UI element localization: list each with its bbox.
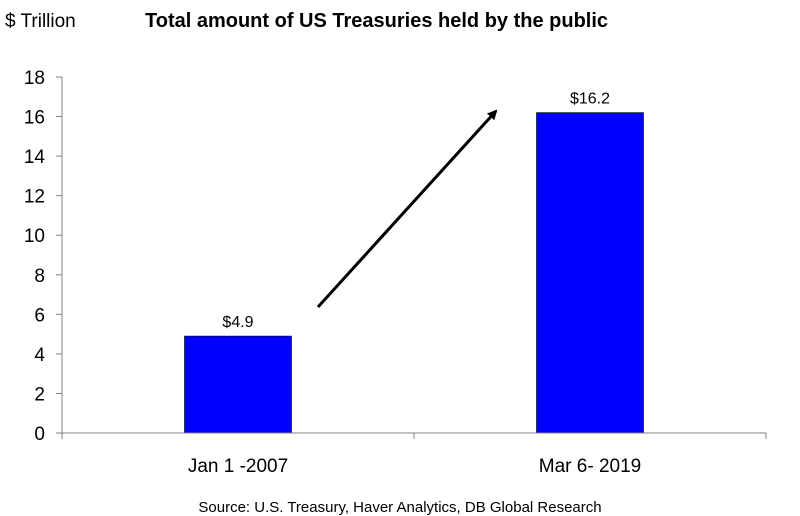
y-tick-label: 2 <box>34 384 45 405</box>
x-axis-labels: Jan 1 -2007 Mar 6- 2019 <box>188 456 641 477</box>
source-note: Source: U.S. Treasury, Haver Analytics, … <box>198 499 601 516</box>
y-tick-label: 8 <box>34 266 45 287</box>
trend-arrow <box>316 109 498 309</box>
y-unit-label: $ Trillion <box>5 11 76 32</box>
bars <box>184 112 644 434</box>
y-tick-label: 10 <box>24 226 45 247</box>
x-category-label: Jan 1 -2007 <box>188 456 288 477</box>
y-tick-label: 12 <box>24 187 45 208</box>
y-tick-label: 0 <box>34 424 45 445</box>
bar-value-label: $16.2 <box>570 91 610 108</box>
bar <box>184 335 292 434</box>
y-tick-label: 4 <box>34 345 45 366</box>
y-tick-label: 6 <box>34 305 45 326</box>
y-axis-ticks: 0 2 4 6 8 10 12 14 16 18 <box>24 68 767 445</box>
y-tick-label: 18 <box>24 68 45 89</box>
x-category-label: Mar 6- 2019 <box>539 456 641 477</box>
y-tick-label: 14 <box>24 147 46 168</box>
bar-value-label: $4.9 <box>222 314 253 331</box>
chart-title: Total amount of US Treasuries held by th… <box>145 10 608 32</box>
bar <box>536 112 644 434</box>
data-labels: $4.9 $16.2 <box>222 91 610 331</box>
y-tick-label: 16 <box>24 108 45 129</box>
